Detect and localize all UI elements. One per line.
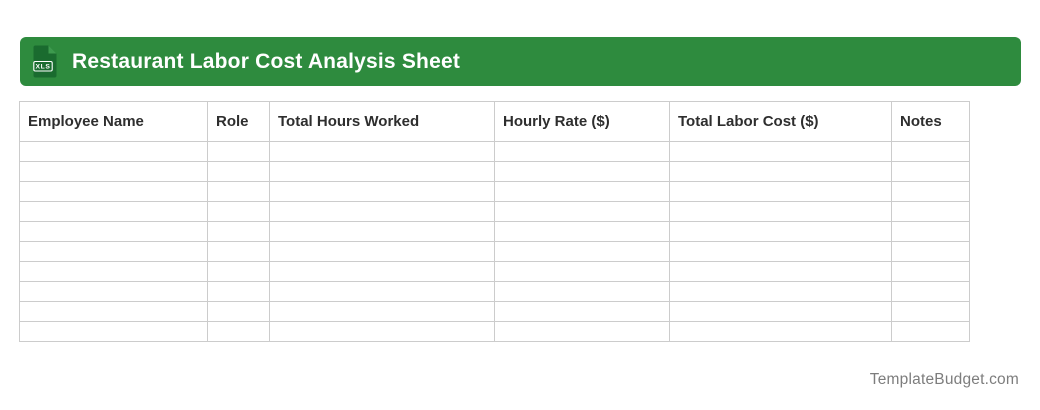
table-cell [269, 161, 495, 182]
xls-file-icon: XLS [33, 45, 57, 78]
table-cell [494, 281, 670, 302]
table-cell [207, 241, 270, 262]
table-cell [269, 201, 495, 222]
table-cell [269, 241, 495, 262]
table-cell [207, 221, 270, 242]
table-cell [19, 261, 208, 282]
xls-label-text: XLS [35, 64, 50, 71]
table-cell [269, 221, 495, 242]
column-header-notes: Notes [891, 101, 970, 142]
table-cell [891, 281, 970, 302]
table-cell [207, 201, 270, 222]
column-header-role: Role [207, 101, 270, 142]
table-row [19, 321, 970, 342]
table-cell [891, 261, 970, 282]
table-cell [19, 301, 208, 322]
table-cell [19, 321, 208, 342]
table-cell [269, 141, 495, 162]
title-banner: XLS Restaurant Labor Cost Analysis Sheet [20, 37, 1021, 86]
table-row [19, 281, 970, 302]
table-cell [891, 201, 970, 222]
table-cell [269, 261, 495, 282]
table-cell [207, 181, 270, 202]
table-row [19, 201, 970, 222]
table-cell [891, 221, 970, 242]
column-header-total-hours-worked: Total Hours Worked [269, 101, 495, 142]
table-cell [19, 141, 208, 162]
table-cell [669, 301, 892, 322]
table-cell [669, 321, 892, 342]
table-cell [19, 181, 208, 202]
xls-label-band [33, 60, 53, 72]
table-cell [19, 281, 208, 302]
table-row [19, 161, 970, 182]
table-cell [269, 301, 495, 322]
table-cell [891, 301, 970, 322]
table-cell [19, 221, 208, 242]
table-cell [269, 321, 495, 342]
folded-corner [48, 45, 57, 54]
table-row [19, 221, 970, 242]
column-header-hourly-rate: Hourly Rate ($) [494, 101, 670, 142]
labor-cost-table: Employee Name Role Total Hours Worked Ho… [19, 101, 970, 342]
table-cell [207, 281, 270, 302]
table-row [19, 301, 970, 322]
table-cell [494, 241, 670, 262]
table-cell [494, 261, 670, 282]
table-cell [19, 241, 208, 262]
table-cell [494, 161, 670, 182]
table-cell [207, 141, 270, 162]
table-cell [494, 301, 670, 322]
watermark: TemplateBudget.com [869, 371, 1019, 388]
table-cell [891, 161, 970, 182]
table-cell [891, 241, 970, 262]
table-cell [669, 281, 892, 302]
table-cell [494, 141, 670, 162]
page-title: Restaurant Labor Cost Analysis Sheet [72, 49, 461, 73]
table-row [19, 141, 970, 162]
table-cell [19, 161, 208, 182]
column-header-total-labor-cost: Total Labor Cost ($) [669, 101, 892, 142]
header-row: Employee Name Role Total Hours Worked Ho… [19, 101, 970, 142]
table-row [19, 181, 970, 202]
table-cell [669, 161, 892, 182]
table-cell [669, 141, 892, 162]
table-cell [207, 261, 270, 282]
table-cell [207, 321, 270, 342]
table-cell [494, 221, 670, 242]
table-cell [269, 281, 495, 302]
table-cell [207, 301, 270, 322]
column-header-employee-name: Employee Name [19, 101, 208, 142]
table-body [19, 141, 970, 342]
table-cell [669, 181, 892, 202]
table-cell [269, 181, 495, 202]
table-cell [669, 241, 892, 262]
table-row [19, 261, 970, 282]
table-cell [891, 181, 970, 202]
table-cell [891, 321, 970, 342]
table-row [19, 241, 970, 262]
table-cell [494, 321, 670, 342]
table-cell [669, 201, 892, 222]
table-cell [669, 261, 892, 282]
table-cell [494, 201, 670, 222]
table-cell [19, 201, 208, 222]
table-header: Employee Name Role Total Hours Worked Ho… [19, 101, 970, 142]
table-cell [669, 221, 892, 242]
table-cell [207, 161, 270, 182]
table-cell [891, 141, 970, 162]
table-cell [494, 181, 670, 202]
